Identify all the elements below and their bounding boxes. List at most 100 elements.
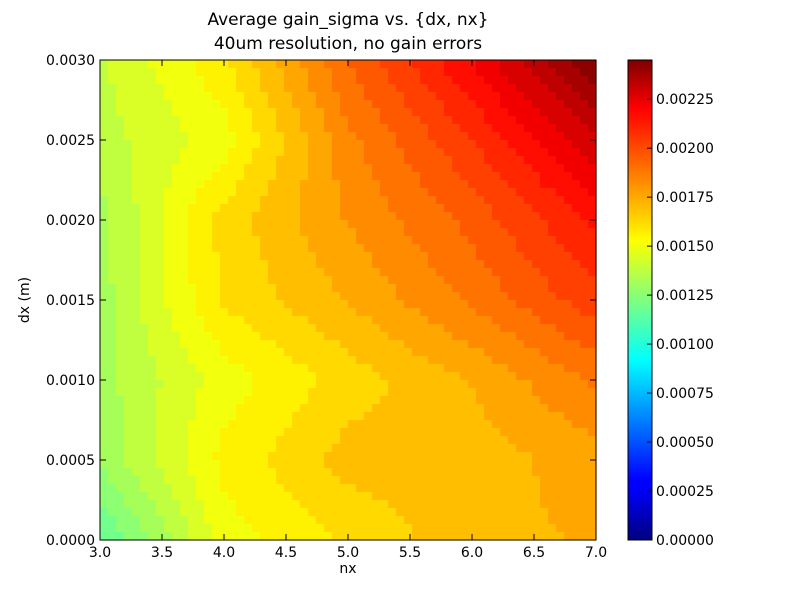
contour-cell — [252, 492, 261, 501]
contour-cell — [524, 164, 533, 173]
contour-cell — [372, 436, 381, 445]
contour-cell — [124, 92, 133, 101]
contour-cell — [116, 308, 125, 317]
contour-cell — [356, 268, 365, 277]
contour-cell — [308, 148, 317, 157]
contour-cell — [428, 428, 437, 437]
contour-cell — [348, 500, 357, 509]
contour-cell — [292, 476, 301, 485]
contour-cell — [372, 292, 381, 301]
contour-cell — [388, 428, 397, 437]
contour-cell — [508, 452, 517, 461]
contour-cell — [388, 204, 397, 213]
contour-cell — [356, 164, 365, 173]
contour-cell — [228, 132, 237, 141]
contour-cell — [452, 484, 461, 493]
contour-cell — [124, 252, 133, 261]
contour-cell — [476, 148, 485, 157]
contour-cell — [156, 300, 165, 309]
contour-cell — [132, 348, 141, 357]
contour-cell — [380, 380, 389, 389]
contour-cell — [100, 324, 109, 333]
contour-cell — [260, 180, 269, 189]
contour-cell — [508, 292, 517, 301]
contour-cell — [252, 108, 261, 117]
contour-cell — [428, 412, 437, 421]
contour-cell — [300, 276, 309, 285]
contour-cell — [252, 348, 261, 357]
contour-cell — [524, 500, 533, 509]
contour-cell — [580, 452, 589, 461]
contour-cell — [556, 92, 565, 101]
contour-cell — [492, 292, 501, 301]
contour-cell — [396, 204, 405, 213]
contour-cell — [228, 396, 237, 405]
contour-cell — [244, 316, 253, 325]
contour-cell — [300, 140, 309, 149]
contour-cell — [476, 268, 485, 277]
contour-cell — [172, 284, 181, 293]
contour-cell — [540, 100, 549, 109]
contour-cell — [548, 428, 557, 437]
contour-cell — [540, 84, 549, 93]
contour-cell — [364, 84, 373, 93]
contour-cell — [388, 132, 397, 141]
contour-cell — [524, 292, 533, 301]
contour-cell — [148, 292, 157, 301]
contour-cell — [532, 148, 541, 157]
contour-cell — [364, 300, 373, 309]
contour-cell — [324, 164, 333, 173]
contour-cell — [428, 308, 437, 317]
contour-cell — [412, 220, 421, 229]
contour-cell — [164, 228, 173, 237]
contour-cell — [484, 84, 493, 93]
contour-cell — [100, 92, 109, 101]
contour-cell — [460, 532, 469, 541]
contour-cell — [132, 156, 141, 165]
contour-cell — [372, 284, 381, 293]
contour-cell — [284, 108, 293, 117]
contour-cell — [372, 140, 381, 149]
contour-cell — [420, 292, 429, 301]
contour-cell — [212, 420, 221, 429]
contour-cell — [524, 332, 533, 341]
contour-cell — [524, 252, 533, 261]
contour-cell — [476, 100, 485, 109]
contour-cell — [588, 348, 597, 357]
contour-cell — [428, 292, 437, 301]
contour-cell — [444, 292, 453, 301]
contour-cell — [348, 452, 357, 461]
contour-cell — [100, 444, 109, 453]
contour-cell — [532, 476, 541, 485]
contour-cell — [268, 244, 277, 253]
contour-cell — [100, 124, 109, 133]
contour-cell — [124, 100, 133, 109]
contour-cell — [572, 532, 581, 541]
contour-cell — [588, 492, 597, 501]
contour-cell — [364, 132, 373, 141]
contour-cell — [100, 516, 109, 525]
contour-cell — [316, 316, 325, 325]
contour-cell — [444, 100, 453, 109]
contour-cell — [372, 524, 381, 533]
contour-cell — [508, 180, 517, 189]
contour-cell — [140, 380, 149, 389]
contour-cell — [196, 252, 205, 261]
contour-cell — [572, 500, 581, 509]
contour-cell — [396, 404, 405, 413]
x-tick-label: 6.5 — [523, 545, 545, 561]
contour-cell — [420, 484, 429, 493]
contour-cell — [572, 220, 581, 229]
contour-cell — [364, 180, 373, 189]
contour-cell — [564, 316, 573, 325]
contour-cell — [356, 444, 365, 453]
contour-cell — [372, 412, 381, 421]
contour-cell — [428, 356, 437, 365]
contour-cell — [420, 492, 429, 501]
contour-cell — [476, 356, 485, 365]
contour-cell — [188, 420, 197, 429]
contour-cell — [484, 444, 493, 453]
contour-cell — [492, 420, 501, 429]
contour-cell — [204, 60, 213, 69]
contour-cell — [500, 508, 509, 517]
